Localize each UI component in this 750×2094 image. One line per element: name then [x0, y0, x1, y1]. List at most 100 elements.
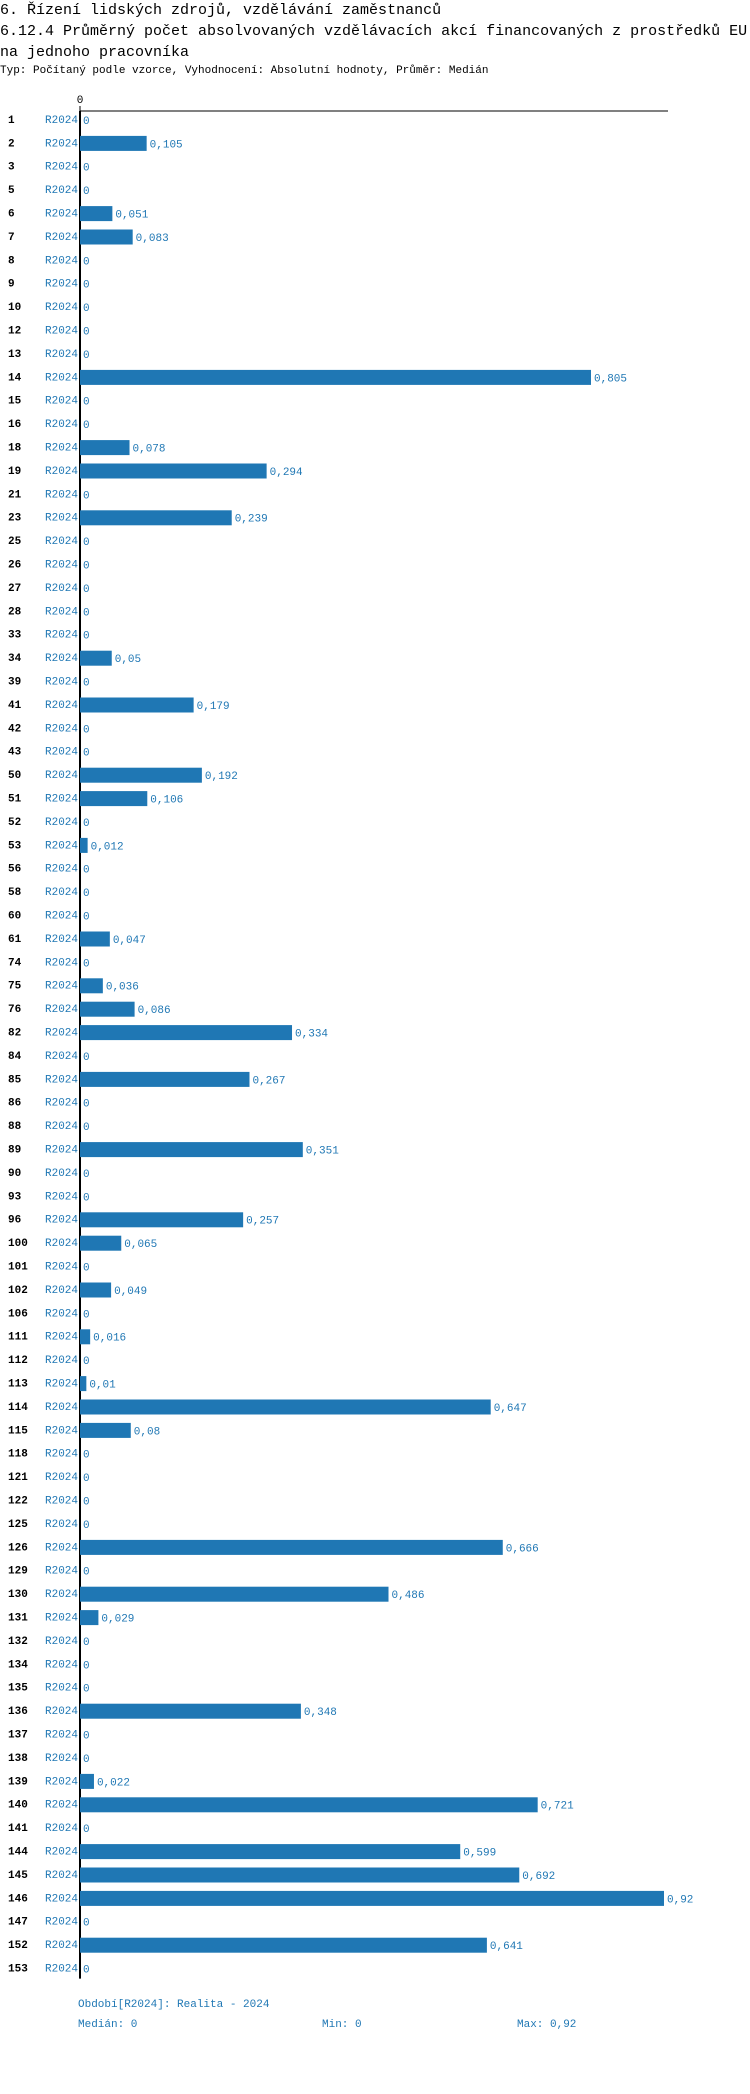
series-label: R2024 [45, 700, 78, 712]
category-label: 15 [8, 396, 22, 408]
value-label: 0 [83, 1965, 90, 1977]
value-label: 0 [83, 1122, 90, 1134]
category-label: 96 [8, 1215, 21, 1227]
value-label: 0 [83, 1754, 90, 1766]
series-label: R2024 [45, 1238, 78, 1250]
value-label: 0 [83, 1731, 90, 1743]
category-label: 136 [8, 1706, 28, 1718]
series-label: R2024 [45, 279, 78, 291]
category-label: 134 [8, 1659, 28, 1671]
value-label: 0 [83, 1192, 90, 1204]
category-label: 141 [8, 1823, 28, 1835]
value-label: 0,051 [115, 210, 148, 222]
value-label: 0,105 [150, 139, 183, 151]
series-label: R2024 [45, 981, 78, 993]
series-label: R2024 [45, 934, 78, 946]
series-label: R2024 [45, 1379, 78, 1391]
value-label: 0,334 [295, 1029, 328, 1041]
value-label: 0 [83, 1918, 90, 1930]
series-label: R2024 [45, 1028, 78, 1040]
series-label: R2024 [45, 1402, 78, 1414]
value-label: 0,036 [106, 982, 139, 994]
series-label: R2024 [45, 1496, 78, 1508]
category-label: 76 [8, 1004, 21, 1016]
series-label: R2024 [45, 1355, 78, 1367]
series-label: R2024 [45, 302, 78, 314]
value-label: 0,083 [136, 233, 169, 245]
value-label: 0,294 [270, 467, 303, 479]
category-label: 84 [8, 1051, 22, 1063]
series-label: R2024 [45, 1215, 78, 1227]
value-label: 0 [83, 1637, 90, 1649]
category-label: 113 [8, 1379, 28, 1391]
series-label: R2024 [45, 864, 78, 876]
category-label: 115 [8, 1425, 28, 1437]
category-label: 18 [8, 443, 22, 455]
category-label: 42 [8, 723, 21, 735]
category-label: 26 [8, 560, 21, 572]
series-label: R2024 [45, 1870, 78, 1882]
series-label: R2024 [45, 1425, 78, 1437]
category-label: 41 [8, 700, 22, 712]
bar [80, 440, 130, 456]
value-label: 0,267 [252, 1075, 285, 1087]
series-label: R2024 [45, 1893, 78, 1905]
category-label: 43 [8, 747, 22, 759]
series-label: R2024 [45, 1191, 78, 1203]
value-label: 0 [83, 607, 90, 619]
bar [80, 1235, 122, 1251]
series-label: R2024 [45, 1004, 78, 1016]
value-label: 0,078 [133, 444, 166, 456]
series-label: R2024 [45, 1542, 78, 1554]
category-label: 6 [8, 209, 15, 221]
bar [80, 978, 103, 994]
bar [80, 1329, 91, 1345]
value-label: 0,805 [594, 373, 627, 385]
category-label: 61 [8, 934, 22, 946]
bar [80, 510, 232, 526]
value-label: 0,08 [134, 1426, 160, 1438]
category-label: 19 [8, 466, 21, 478]
series-label: R2024 [45, 957, 78, 969]
value-label: 0 [83, 724, 90, 736]
value-label: 0,641 [490, 1941, 523, 1953]
value-label: 0,486 [392, 1590, 425, 1602]
category-label: 93 [8, 1191, 22, 1203]
category-label: 126 [8, 1542, 28, 1554]
category-label: 153 [8, 1964, 28, 1976]
value-label: 0 [83, 280, 90, 292]
value-label: 0,065 [124, 1239, 157, 1251]
value-label: 0,012 [91, 841, 124, 853]
bar [80, 1142, 303, 1158]
value-label: 0 [83, 958, 90, 970]
series-label: R2024 [45, 1659, 78, 1671]
series-label: R2024 [45, 1847, 78, 1859]
series-label: R2024 [45, 349, 78, 361]
value-label: 0,022 [97, 1777, 130, 1789]
footer-max: Max: 0,92 [517, 2019, 576, 2031]
category-label: 28 [8, 606, 22, 618]
series-label: R2024 [45, 1308, 78, 1320]
series-label: R2024 [45, 911, 78, 923]
category-label: 13 [8, 349, 22, 361]
category-label: 56 [8, 864, 21, 876]
series-label: R2024 [45, 840, 78, 852]
value-label: 0,239 [235, 514, 268, 526]
bar [80, 1071, 250, 1087]
series-label: R2024 [45, 1121, 78, 1133]
series-label: R2024 [45, 513, 78, 525]
series-label: R2024 [45, 1449, 78, 1461]
series-label: R2024 [45, 255, 78, 267]
series-label: R2024 [45, 1776, 78, 1788]
category-label: 58 [8, 887, 22, 899]
bar [80, 931, 110, 947]
series-label: R2024 [45, 1145, 78, 1157]
bar [80, 1282, 112, 1298]
category-label: 112 [8, 1355, 28, 1367]
value-label: 0,106 [150, 795, 183, 807]
value-label: 0 [83, 537, 90, 549]
category-label: 132 [8, 1636, 28, 1648]
category-label: 34 [8, 653, 22, 665]
header: 6. Řízení lidských zdrojů, vzdělávání za… [0, 0, 750, 79]
